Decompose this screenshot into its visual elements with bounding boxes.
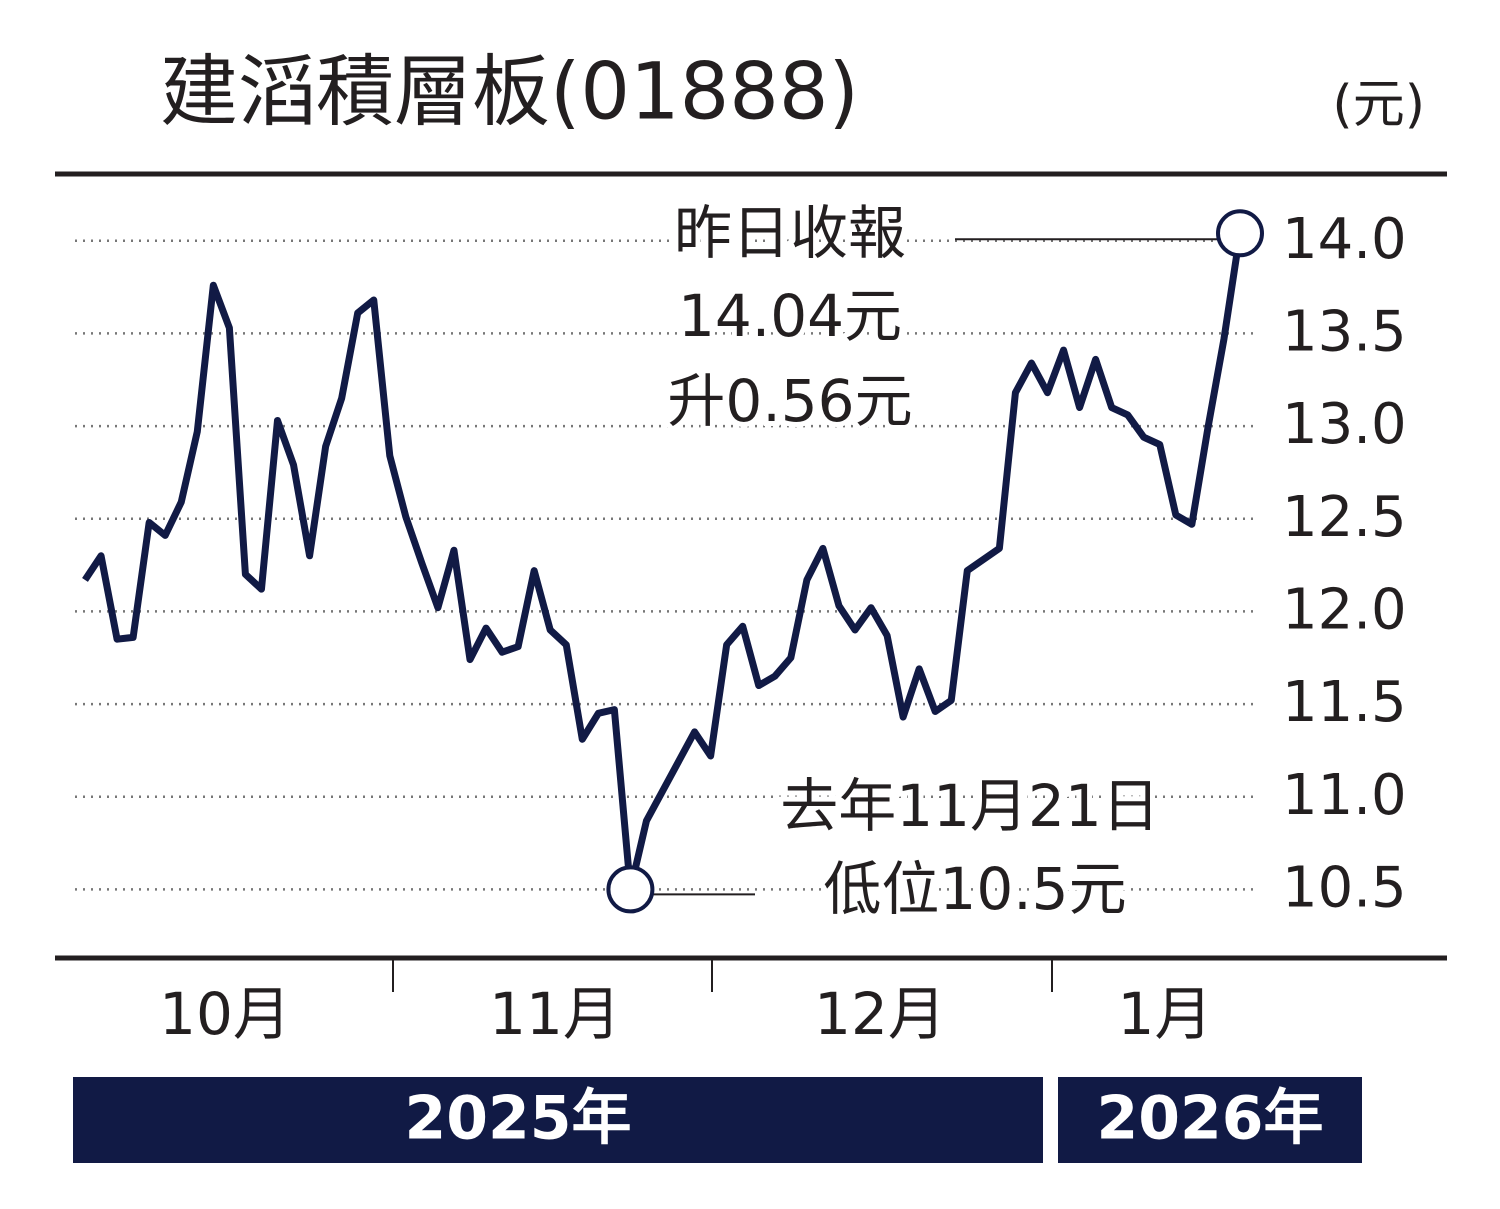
- year-label: 2026年: [1097, 1084, 1324, 1154]
- last-marker: [1216, 209, 1264, 258]
- chart-title: 建滔積層板(01888): [160, 47, 859, 137]
- y-tick-label: 11.0: [1282, 763, 1407, 828]
- year-band: [1058, 1077, 1362, 1163]
- y-tick-label: 13.0: [1282, 392, 1407, 457]
- y-tick-label: 10.5: [1282, 856, 1407, 921]
- annotation: 昨日收報: [674, 199, 906, 267]
- annotation: 低位10.5元: [823, 855, 1126, 923]
- y-tick-label: 14.0: [1282, 207, 1407, 272]
- y-tick-label: 11.5: [1282, 670, 1407, 735]
- y-tick-label: 12.5: [1282, 485, 1407, 550]
- year-band: [73, 1077, 1043, 1163]
- x-tick-label: 10月: [159, 980, 291, 1048]
- unit-label: (元): [1332, 75, 1425, 135]
- x-tick-label: 11月: [489, 980, 621, 1048]
- x-tick-label: 12月: [814, 980, 946, 1048]
- low-marker: [606, 865, 655, 914]
- year-label: 2025年: [405, 1084, 632, 1154]
- y-tick-label: 13.5: [1282, 300, 1407, 365]
- annotation: 14.04元: [678, 282, 902, 350]
- x-tick-label: 1月: [1118, 980, 1213, 1048]
- y-tick-label: 12.0: [1282, 578, 1407, 643]
- price-line: [82, 232, 1244, 893]
- annotation: 升0.56元: [667, 367, 912, 435]
- annotation: 去年11月21日: [780, 772, 1160, 840]
